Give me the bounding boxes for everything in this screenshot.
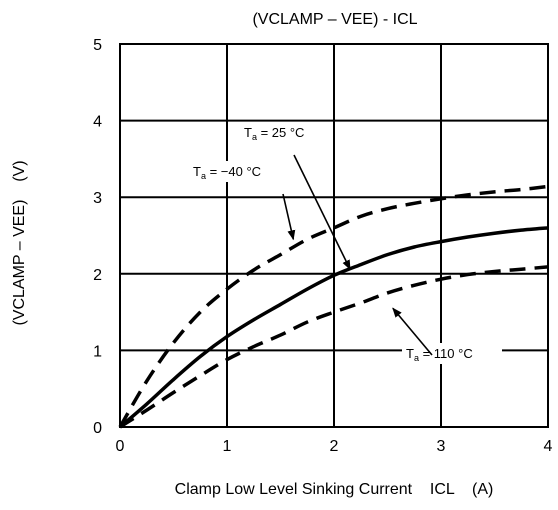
y-tick-label: 2 — [93, 267, 102, 284]
y-tick-labels: 0 1 2 3 4 5 — [93, 37, 102, 437]
label-ta-110: Ta = 110 °C — [406, 346, 473, 363]
label-ta-25-arrow — [293, 154, 351, 271]
y-axis-label: (VCLAMP – VEE) (V) — [11, 160, 28, 325]
label-ta-110-arrow — [392, 307, 433, 356]
y-tick-label: 4 — [93, 114, 102, 131]
x-tick-label: 3 — [437, 438, 446, 455]
series-group — [118, 184, 549, 429]
series-ta-110 — [119, 265, 549, 429]
annotations-group: Ta = −40 °C Ta = 25 °C Ta = 110 °C — [189, 122, 502, 364]
x-tick-labels: 0 1 2 3 4 — [116, 438, 553, 455]
label-ta-25: Ta = 25 °C — [244, 125, 304, 142]
x-tick-label: 2 — [330, 438, 339, 455]
label-ta-25-bg — [240, 122, 326, 143]
x-tick-label: 4 — [544, 438, 553, 455]
label-ta-minus40-arrow — [282, 193, 296, 241]
x-axis-label: Clamp Low Level Sinking Current ICL (A) — [175, 481, 494, 498]
y-tick-label: 0 — [93, 420, 102, 437]
label-ta-minus40: Ta = −40 °C — [193, 164, 261, 181]
y-tick-label: 1 — [93, 343, 102, 360]
plot-frame — [119, 43, 549, 428]
series-ta-25 — [118, 226, 549, 429]
x-tick-label: 1 — [223, 438, 232, 455]
x-tick-label: 0 — [116, 438, 125, 455]
y-tick-label: 3 — [93, 190, 102, 207]
y-tick-label: 5 — [93, 37, 102, 54]
series-ta-minus40 — [118, 184, 549, 428]
chart-title: (VCLAMP – VEE) - ICL — [252, 11, 417, 28]
label-ta-minus40-bg — [189, 161, 289, 182]
